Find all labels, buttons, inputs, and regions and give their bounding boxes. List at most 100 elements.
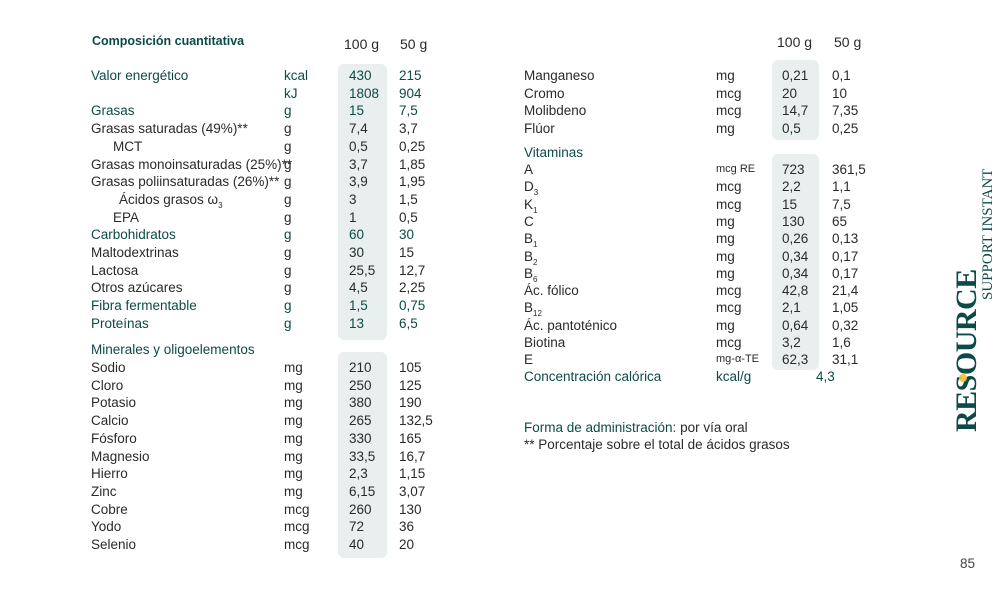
row-value-100g: 25,5 xyxy=(349,262,376,278)
table-row: kJ 1808 904 xyxy=(91,85,451,103)
row-value-50g: 3,7 xyxy=(399,121,418,137)
table-row: Ácidos grasos ω3 g 3 1,5 xyxy=(91,191,451,210)
table-row: Manganeso mg 0,21 0,1 xyxy=(524,67,884,85)
row-unit: mcg xyxy=(716,179,742,195)
row-name: Molibdeno xyxy=(524,103,587,118)
row-name: Grasas xyxy=(91,103,135,119)
table-row: Valor energético kcal 430 215 xyxy=(91,67,451,85)
row-unit: mcg xyxy=(716,300,742,316)
row-value-50g: 132,5 xyxy=(399,413,433,429)
row-value-50g: 1,1 xyxy=(832,179,851,195)
row-value-100g: 260 xyxy=(349,501,372,517)
row-value-100g: 0,26 xyxy=(782,231,809,247)
row-value-100g: 3,9 xyxy=(349,174,368,190)
col-header-100g-left: 100 g xyxy=(344,36,380,52)
row-value-100g: 4,5 xyxy=(349,280,368,296)
row-value-100g: 330 xyxy=(349,430,372,446)
row-value-50g: 1,15 xyxy=(399,466,426,482)
row-name: Sodio xyxy=(91,360,126,375)
row-value-100g: 0,5 xyxy=(782,120,801,136)
page-title: Composición cuantitativa xyxy=(92,34,245,48)
row-unit: mg xyxy=(284,360,303,375)
caloric-row: Concentración calórica kcal/g 4,3 xyxy=(524,368,854,386)
row-value-50g: 1,6 xyxy=(832,335,851,350)
footnote: ** Porcentaje sobre el total de ácidos g… xyxy=(524,437,790,452)
row-value-100g: 130 xyxy=(782,213,805,229)
row-name: Otros azúcares xyxy=(91,280,183,296)
row-value-50g: 12,7 xyxy=(399,262,426,278)
row-unit: g xyxy=(284,156,292,172)
row-name: E xyxy=(524,352,534,368)
caloric-value: 4,3 xyxy=(816,369,835,384)
shade-left-main xyxy=(338,64,387,340)
row-name: Zinc xyxy=(91,483,117,499)
row-value-100g: 40 xyxy=(349,537,365,552)
row-value-100g: 30 xyxy=(349,245,365,260)
table-row: Magnesio mg 33,5 16,7 xyxy=(91,448,451,466)
row-name: B1 xyxy=(524,231,538,250)
row-value-50g: 7,5 xyxy=(399,103,418,119)
row-unit: mg xyxy=(284,466,303,482)
row-name: Fibra fermentable xyxy=(91,298,197,314)
row-name: Biotina xyxy=(524,335,566,350)
logo-o-accent-icon xyxy=(959,374,967,382)
row-value-50g: 6,5 xyxy=(399,315,418,331)
row-value-100g: 3,7 xyxy=(349,156,368,172)
row-value-50g: 10 xyxy=(832,85,848,101)
row-unit: g xyxy=(284,280,292,296)
row-value-100g: 380 xyxy=(349,395,372,411)
row-value-50g: 1,05 xyxy=(832,300,859,316)
row-name: A xyxy=(524,162,534,177)
row-name: Maltodextrinas xyxy=(91,245,179,260)
administration-value: por vía oral xyxy=(676,420,748,435)
row-name: Grasas saturadas (49%)** xyxy=(91,121,248,137)
row-unit: mg xyxy=(284,448,303,464)
row-value-100g: 0,64 xyxy=(782,317,809,333)
row-value-100g: 210 xyxy=(349,360,372,375)
table-row: Flúor mg 0,5 0,25 xyxy=(524,120,884,138)
row-value-50g: 31,1 xyxy=(832,352,859,368)
row-value-100g: 13 xyxy=(349,315,365,331)
row-value-50g: 7,5 xyxy=(832,196,851,212)
row-value-100g: 0,5 xyxy=(349,138,368,154)
row-value-50g: 0,25 xyxy=(832,120,859,136)
table-row: Potasio mg 380 190 xyxy=(91,394,451,412)
row-value-50g: 0,32 xyxy=(832,317,859,333)
row-unit: mcg xyxy=(284,537,310,552)
row-unit: g xyxy=(284,315,292,331)
table-row: B6 mg 0,34 0,17 xyxy=(524,265,884,284)
row-value-100g: 0,21 xyxy=(782,68,809,83)
table-row: EPA g 1 0,5 xyxy=(91,209,451,227)
row-value-50g: 125 xyxy=(399,377,422,393)
row-value-100g: 42,8 xyxy=(782,283,809,299)
row-name: D3 xyxy=(524,179,539,198)
row-name: B6 xyxy=(524,265,538,284)
table-row: Zinc mg 6,15 3,07 xyxy=(91,483,451,501)
row-value-100g: 0,34 xyxy=(782,248,809,264)
row-value-100g: 1 xyxy=(349,209,357,225)
resource-logo: RESOURCE SUPPORT INSTANT xyxy=(950,169,996,432)
row-value-50g: 190 xyxy=(399,395,422,411)
row-unit: mg xyxy=(716,213,735,229)
row-name: Yodo xyxy=(91,519,122,535)
row-name: EPA xyxy=(113,209,140,225)
row-name: MCT xyxy=(113,138,143,154)
table-row: Grasas poliinsaturadas (26%)** g 3,9 1,95 xyxy=(91,173,451,191)
table-row: Yodo mcg 72 36 xyxy=(91,518,451,536)
row-unit: kJ xyxy=(284,85,298,101)
row-name: Ác. pantoténico xyxy=(524,317,618,333)
shade-left-minerals xyxy=(338,352,387,558)
table-row: D3 mcg 2,2 1,1 xyxy=(524,178,884,197)
row-value-50g: 0,75 xyxy=(399,298,426,314)
row-unit: g xyxy=(284,138,292,154)
row-value-50g: 904 xyxy=(399,85,422,101)
row-name: Selenio xyxy=(91,537,137,552)
table-row: Ác. pantoténico mg 0,64 0,32 xyxy=(524,317,884,335)
col-header-100g-right: 100 g xyxy=(777,34,813,50)
table-row: Carbohidratos g 60 30 xyxy=(91,226,451,244)
vitamins-heading: Vitaminas xyxy=(524,145,584,160)
minerals-heading: Minerales y oligoelementos xyxy=(91,342,255,357)
row-unit: mcg xyxy=(716,103,742,118)
table-row: Calcio mg 265 132,5 xyxy=(91,412,451,430)
